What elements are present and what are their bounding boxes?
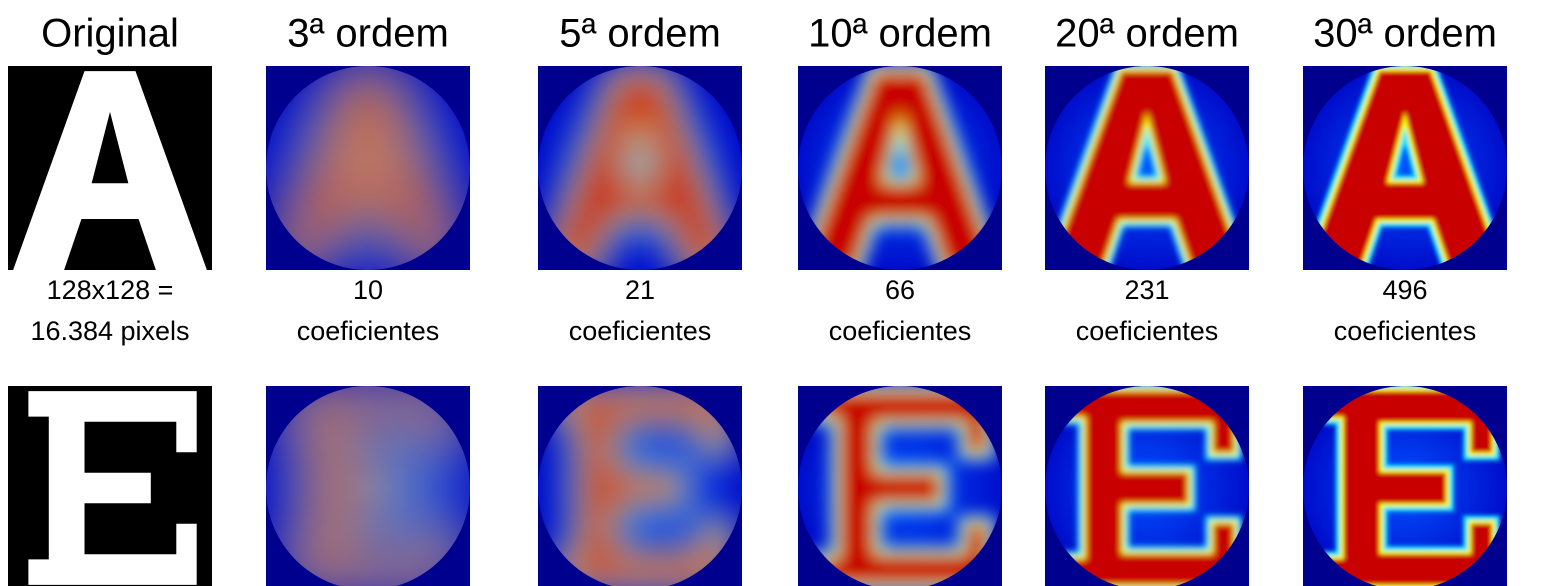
- image: [8, 386, 212, 586]
- disk: [538, 66, 742, 270]
- column-title: 10ª ordem: [808, 12, 992, 56]
- column-title: 3ª ordem: [287, 12, 449, 56]
- caption: 16.384 pixels: [30, 316, 189, 346]
- image: [1045, 66, 1249, 270]
- disk: [798, 386, 1002, 586]
- figure: Original 128x128 = 16.384 pixels 3ª ordem 10…: [0, 0, 1544, 586]
- image: [8, 66, 212, 270]
- caption: coeficientes: [1076, 316, 1219, 346]
- caption: 66: [885, 275, 915, 305]
- image: [798, 386, 1002, 586]
- column-title: 5ª ordem: [559, 12, 721, 56]
- disk: [266, 386, 470, 586]
- disk: [1303, 386, 1507, 586]
- disk: [798, 66, 1002, 270]
- column-title: 30ª ordem: [1313, 12, 1497, 56]
- caption: 21: [625, 275, 655, 305]
- caption: 10: [353, 275, 383, 305]
- disk: [266, 66, 470, 270]
- image: [266, 66, 470, 270]
- caption: coeficientes: [569, 316, 712, 346]
- image: [1045, 386, 1249, 586]
- caption: coeficientes: [1334, 316, 1477, 346]
- column-title: Original: [41, 12, 179, 56]
- disk: [1045, 386, 1249, 586]
- caption: 231: [1124, 275, 1169, 305]
- image: [538, 386, 742, 586]
- caption: 128x128 =: [47, 275, 174, 305]
- caption: coeficientes: [297, 316, 440, 346]
- disk: [1303, 66, 1507, 270]
- image: [798, 66, 1002, 270]
- disk: [538, 386, 742, 586]
- caption: coeficientes: [829, 316, 972, 346]
- image: [1303, 66, 1507, 270]
- image: [266, 386, 470, 586]
- image: [538, 66, 742, 270]
- disk: [1045, 66, 1249, 270]
- image: [1303, 386, 1507, 586]
- caption: 496: [1382, 275, 1427, 305]
- column-title: 20ª ordem: [1055, 12, 1239, 56]
